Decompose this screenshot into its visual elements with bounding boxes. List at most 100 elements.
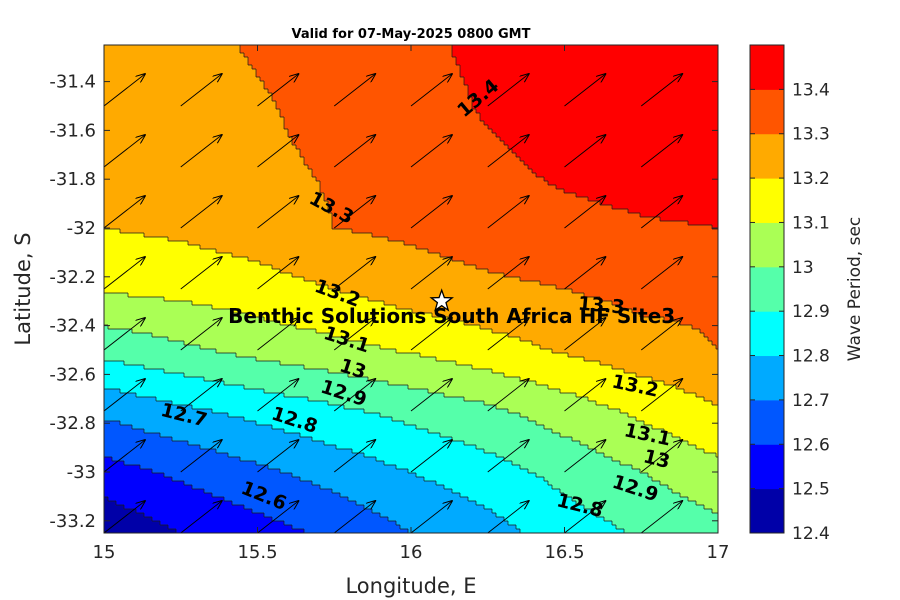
contour-band-cell [104, 77, 261, 82]
contour-band-cell [300, 149, 513, 154]
contour-band-cell [632, 309, 718, 314]
contour-band-cell [592, 509, 713, 514]
contour-band-cell [552, 485, 669, 490]
direction-arrow [257, 501, 299, 533]
plot-area [104, 45, 718, 533]
contour-band-cell [104, 289, 341, 294]
contour-band-cell [560, 489, 673, 494]
y-tick-label: -31.4 [49, 72, 96, 93]
direction-arrow [104, 318, 145, 351]
contour-band-cell [440, 253, 718, 258]
contour-band-cell [104, 317, 265, 322]
contour-band-cell [332, 213, 641, 218]
direction-arrow [487, 501, 529, 533]
contour-band-cell [284, 121, 485, 126]
x-axis-label: Longitude, E [345, 574, 476, 598]
contour-band-cell [104, 305, 213, 310]
contour-band-cell [428, 429, 553, 434]
contour-band-cell [244, 53, 453, 58]
contour-band-cell [628, 413, 718, 418]
contour-band-cell [468, 85, 718, 90]
direction-arrow [333, 196, 375, 229]
direction-arrow [104, 196, 145, 229]
site-label: Benthic Solutions South Africa HF Site3 [228, 304, 675, 328]
colorbar-label: Wave Period, sec [845, 217, 865, 362]
contour-band-cell [104, 309, 233, 314]
contour-band-cell [168, 337, 349, 342]
y-tick-label: -33 [67, 462, 96, 483]
contour-band-cell [688, 441, 718, 446]
contour-band-cell [480, 117, 718, 122]
contour-band-cell [104, 493, 213, 498]
contour-band-cell [104, 217, 333, 222]
direction-arrow [333, 379, 375, 412]
contour-band-cell [104, 261, 261, 266]
contour-band-cell [104, 329, 133, 334]
contour-band-cell [452, 437, 573, 442]
contour-band-cell [288, 129, 493, 134]
contour-band-cell [696, 445, 718, 450]
x-tick-label: 17 [707, 542, 730, 563]
contour-band-cell [296, 325, 481, 330]
contour-band-cell [104, 349, 217, 354]
contour-band-cell [544, 425, 653, 430]
contour-band-cell [364, 505, 485, 510]
contour-band-cell [512, 149, 718, 154]
contour-band-cell [168, 237, 389, 242]
contour-band-cell [704, 505, 718, 510]
contour-band-cell [104, 357, 257, 362]
contour-band-cell [528, 469, 641, 474]
colorbar-tick-label: 13.4 [792, 80, 830, 100]
contour-band-cell [584, 357, 718, 362]
contour-band-cell [400, 525, 517, 530]
contour-band-cell [164, 369, 329, 374]
direction-arrow [564, 501, 606, 533]
contour-band-cell [556, 185, 718, 190]
contour-band-cell [492, 329, 701, 334]
contour-band-cell [472, 101, 718, 106]
contour-band-cell [104, 65, 253, 70]
contour-band-cell [308, 165, 529, 170]
contour-band-cell [104, 233, 145, 238]
direction-arrow [410, 74, 452, 107]
direction-arrow [640, 379, 682, 412]
colorbar-swatch [750, 444, 784, 490]
direction-arrow [180, 379, 222, 412]
contour-band-cell [332, 221, 689, 226]
contour-band-cell [104, 69, 257, 74]
contour-band-cell [104, 265, 273, 270]
contour-band-cell [460, 69, 718, 74]
contour-band-cell [104, 421, 121, 426]
contour-band-cell [240, 457, 377, 462]
contour-band-cell [644, 421, 718, 426]
contour-band-cell [104, 401, 173, 406]
contour-band-cell [256, 69, 461, 74]
contour-band-cell [576, 193, 718, 198]
contour-band-cell [104, 153, 301, 158]
contour-band-cell [104, 117, 285, 122]
contour-band-cell [716, 345, 718, 350]
contour-band-cell [264, 389, 429, 394]
direction-arrow [564, 74, 606, 107]
direction-arrow [333, 257, 375, 290]
x-axis: 15 15.5 16 16.5 17 [93, 45, 730, 563]
contour-band-cell [104, 425, 133, 430]
contour-band-cell [164, 473, 293, 478]
contour-band-cell [620, 305, 718, 310]
contour-band-cell [124, 361, 281, 366]
contour-band-cell [528, 417, 637, 422]
contour-band-cell [524, 161, 718, 166]
contour-band-cell [664, 317, 718, 322]
colorbar-tick-label: 12.9 [792, 302, 830, 322]
contour-band-cell [104, 205, 329, 210]
contour-band-cell [216, 349, 397, 354]
direction-arrow [410, 501, 452, 533]
contour-band-cell [328, 369, 493, 374]
contour-band-cell [112, 457, 241, 462]
contour-band-cell [320, 189, 565, 194]
contour-band-cell [252, 65, 461, 70]
contour-band-cell [348, 497, 469, 502]
contour-band-cell [712, 401, 718, 406]
contour-band-cell [104, 525, 169, 530]
contour-band-cell [612, 301, 718, 306]
